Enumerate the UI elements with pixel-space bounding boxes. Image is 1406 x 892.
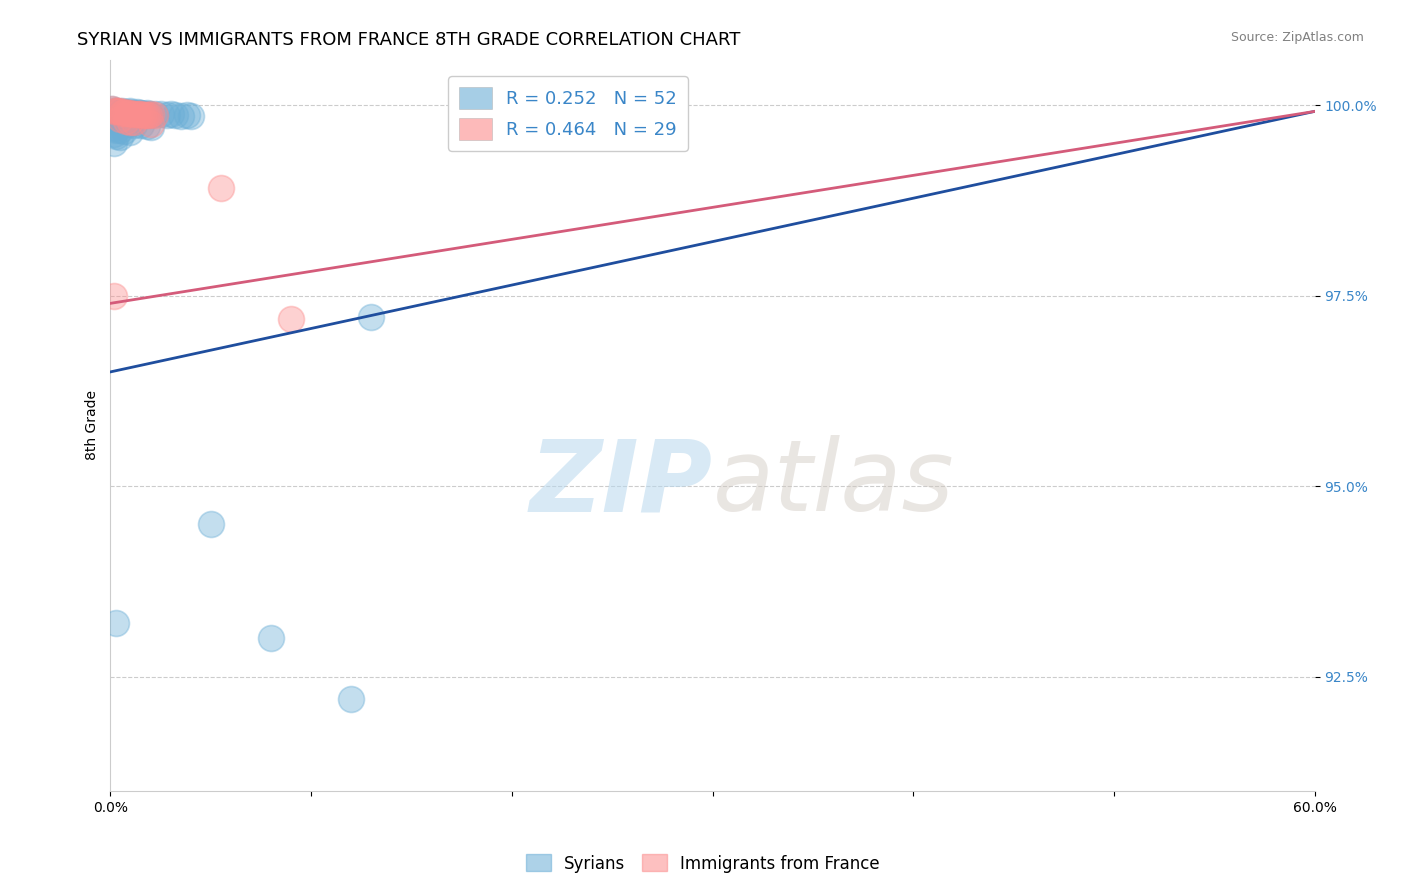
Point xyxy=(280,311,302,326)
Point xyxy=(135,108,157,122)
Text: Source: ZipAtlas.com: Source: ZipAtlas.com xyxy=(1230,31,1364,45)
Point xyxy=(135,119,157,133)
Point xyxy=(103,128,125,142)
Point xyxy=(129,107,152,121)
Text: SYRIAN VS IMMIGRANTS FROM FRANCE 8TH GRADE CORRELATION CHART: SYRIAN VS IMMIGRANTS FROM FRANCE 8TH GRA… xyxy=(77,31,741,49)
Point xyxy=(105,103,128,118)
Point xyxy=(138,108,160,122)
Point xyxy=(131,108,153,122)
Point xyxy=(111,116,134,130)
Point xyxy=(120,117,142,131)
Point xyxy=(105,122,128,136)
Point xyxy=(105,104,128,119)
Point xyxy=(124,106,146,120)
Point xyxy=(128,106,150,120)
Point xyxy=(143,108,166,122)
Legend: R = 0.252   N = 52, R = 0.464   N = 29: R = 0.252 N = 52, R = 0.464 N = 29 xyxy=(449,76,688,151)
Point xyxy=(117,106,139,120)
Point xyxy=(103,289,125,303)
Point xyxy=(128,107,150,121)
Point xyxy=(139,108,162,122)
Point xyxy=(129,106,152,120)
Point xyxy=(105,110,128,124)
Point xyxy=(131,106,153,120)
Point xyxy=(114,105,136,120)
Point xyxy=(110,123,132,137)
Point xyxy=(149,107,172,121)
Point xyxy=(169,109,191,123)
Point xyxy=(103,136,125,151)
Point xyxy=(111,104,134,119)
Point xyxy=(101,102,124,116)
Point xyxy=(143,107,166,121)
Point xyxy=(129,118,152,132)
Point xyxy=(134,108,156,122)
Point xyxy=(200,517,222,532)
Point xyxy=(115,106,138,120)
Point xyxy=(111,106,134,120)
Point xyxy=(124,118,146,132)
Point xyxy=(124,115,146,129)
Point xyxy=(121,106,143,120)
Point xyxy=(135,106,157,120)
Point xyxy=(159,107,181,121)
Point xyxy=(209,180,232,194)
Point xyxy=(180,109,202,123)
Point xyxy=(120,115,142,129)
Point xyxy=(139,117,162,131)
Text: atlas: atlas xyxy=(713,435,955,533)
Point xyxy=(120,103,142,118)
Point xyxy=(340,692,363,706)
Point xyxy=(120,106,142,120)
Point xyxy=(115,106,138,120)
Point xyxy=(260,632,283,646)
Y-axis label: 8th Grade: 8th Grade xyxy=(86,390,100,460)
Point xyxy=(107,115,129,129)
Point xyxy=(103,103,125,118)
Point xyxy=(103,103,125,118)
Point xyxy=(115,113,138,128)
Point xyxy=(125,105,148,120)
Point xyxy=(105,616,128,631)
Point xyxy=(103,121,125,136)
Point xyxy=(110,112,132,126)
Point xyxy=(121,106,143,120)
Point xyxy=(120,125,142,139)
Point xyxy=(110,130,132,145)
Point xyxy=(125,107,148,121)
Point xyxy=(110,104,132,119)
Point xyxy=(115,117,138,131)
Point xyxy=(139,120,162,134)
Text: ZIP: ZIP xyxy=(530,435,713,533)
Point xyxy=(110,106,132,120)
Point xyxy=(138,107,160,121)
Point xyxy=(139,107,162,121)
Point xyxy=(110,112,132,126)
Point xyxy=(176,108,198,122)
Legend: Syrians, Immigrants from France: Syrians, Immigrants from France xyxy=(519,847,887,880)
Point xyxy=(155,108,177,122)
Point xyxy=(117,105,139,120)
Point xyxy=(114,105,136,120)
Point xyxy=(163,108,186,122)
Point xyxy=(360,310,382,324)
Point xyxy=(114,124,136,138)
Point xyxy=(107,104,129,119)
Point xyxy=(105,128,128,143)
Point xyxy=(124,106,146,120)
Point xyxy=(107,105,129,120)
Point xyxy=(134,107,156,121)
Point xyxy=(101,102,124,116)
